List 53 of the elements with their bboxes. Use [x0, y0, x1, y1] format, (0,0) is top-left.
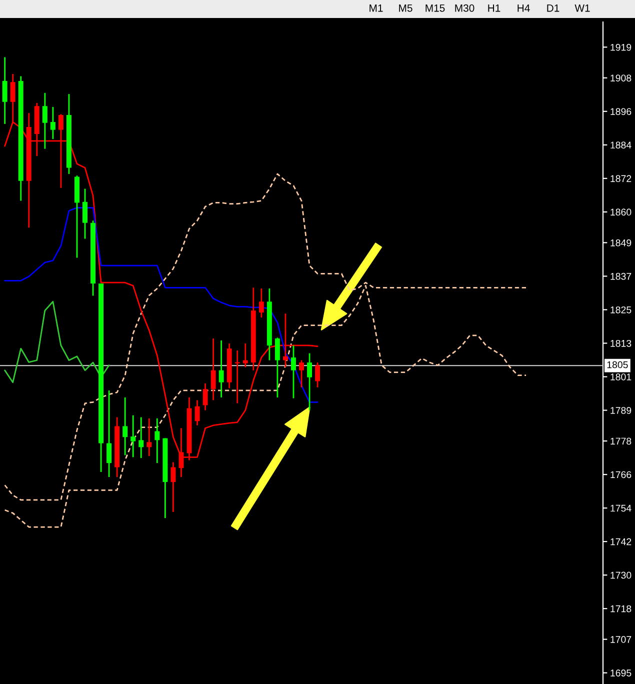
text: H4	[518, 4, 530, 12]
candlestick	[170, 462, 176, 513]
candlestick	[106, 390, 112, 478]
candlestick	[154, 418, 160, 464]
text: H1	[488, 4, 500, 12]
y-tick-label: 1849	[610, 239, 632, 246]
y-tick-label: 1825	[610, 306, 632, 314]
candlestick	[290, 344, 296, 399]
candlestick	[274, 336, 280, 398]
y-tick-label: 1884	[610, 142, 632, 149]
text: M5	[399, 4, 412, 12]
y-tick-label: 1789	[610, 406, 632, 414]
ref-line-label: 1805	[607, 361, 628, 368]
candlestick	[315, 362, 320, 388]
y-tick-label: 1695	[610, 670, 632, 676]
y-tick-label: 1860	[610, 208, 632, 216]
y-tick-label: 1872	[610, 175, 632, 182]
text: W1	[574, 4, 590, 12]
y-tick-label: 1707	[610, 636, 632, 643]
text: M15	[426, 4, 445, 12]
y-tick-label: 1801	[610, 373, 632, 380]
y-tick-label: 1778	[610, 438, 632, 445]
y-tick-label: 1742	[610, 538, 632, 546]
candlestick	[234, 350, 240, 404]
candlestick	[82, 188, 88, 240]
text: M30	[455, 4, 474, 12]
y-tick-label: 1896	[610, 108, 632, 115]
candlestick	[258, 288, 264, 318]
candlestick	[307, 352, 312, 411]
text: D1	[547, 4, 560, 12]
candlestick	[146, 418, 152, 457]
y-tick-label: 1919	[610, 44, 632, 51]
candlestick	[130, 414, 136, 458]
candlestick	[138, 416, 144, 459]
y-tick-label: 1908	[610, 74, 632, 82]
candlestick	[242, 342, 248, 368]
y-tick-label: 1813	[610, 340, 632, 347]
line-series	[4, 300, 110, 384]
candlestick	[50, 106, 56, 140]
y-tick-label: 1837	[610, 272, 632, 280]
candlestick	[210, 338, 216, 401]
candlestick	[282, 312, 288, 368]
candlestick	[202, 382, 208, 411]
candlestick	[299, 360, 304, 388]
y-tick-label: 1766	[610, 471, 632, 478]
candlestick	[122, 396, 128, 456]
candlestick	[2, 56, 8, 125]
candlestick	[42, 92, 48, 150]
candlestick	[218, 340, 224, 398]
y-tick-label: 1754	[610, 504, 632, 512]
y-tick-label: 1730	[610, 572, 632, 579]
text: M1	[370, 4, 383, 12]
y-tick-label: 1718	[610, 605, 632, 612]
